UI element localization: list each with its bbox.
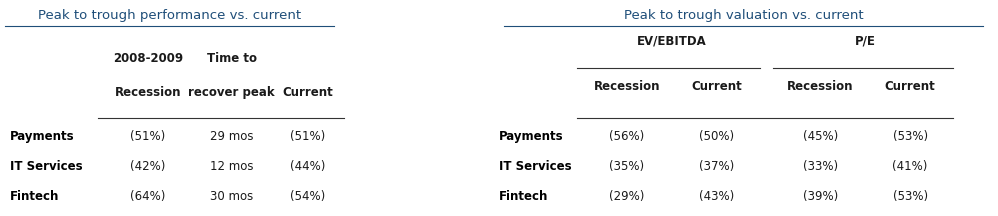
Text: (44%): (44%) — [289, 160, 325, 173]
Text: (33%): (33%) — [802, 160, 838, 173]
Text: (29%): (29%) — [609, 190, 645, 203]
Text: 29 mos: 29 mos — [210, 130, 253, 143]
Text: (45%): (45%) — [802, 130, 838, 143]
Text: 30 mos: 30 mos — [210, 190, 253, 203]
Text: (41%): (41%) — [892, 160, 928, 173]
Text: Payments: Payments — [499, 130, 564, 143]
Text: (43%): (43%) — [699, 190, 735, 203]
Text: (53%): (53%) — [892, 190, 928, 203]
Text: (35%): (35%) — [609, 160, 645, 173]
Text: Recession: Recession — [787, 80, 853, 93]
Text: recover peak: recover peak — [189, 86, 274, 99]
Text: (51%): (51%) — [130, 130, 166, 143]
Text: (39%): (39%) — [802, 190, 838, 203]
Text: IT Services: IT Services — [10, 160, 83, 173]
Text: 12 mos: 12 mos — [210, 160, 253, 173]
Text: EV/EBITDA: EV/EBITDA — [637, 35, 707, 48]
Text: Fintech: Fintech — [10, 190, 59, 203]
Text: Current: Current — [885, 80, 935, 93]
Text: 2008-2009: 2008-2009 — [113, 52, 183, 65]
Text: Current: Current — [692, 80, 742, 93]
Text: Time to: Time to — [207, 52, 256, 65]
Text: Recession: Recession — [115, 86, 181, 99]
Text: (54%): (54%) — [289, 190, 325, 203]
Text: Fintech: Fintech — [499, 190, 548, 203]
Text: Recession: Recession — [594, 80, 660, 93]
Text: IT Services: IT Services — [499, 160, 572, 173]
Text: Payments: Payments — [10, 130, 75, 143]
Text: Peak to trough valuation vs. current: Peak to trough valuation vs. current — [624, 9, 863, 22]
Text: (42%): (42%) — [130, 160, 166, 173]
Text: Peak to trough performance vs. current: Peak to trough performance vs. current — [38, 9, 301, 22]
Text: (64%): (64%) — [130, 190, 166, 203]
Text: (37%): (37%) — [699, 160, 735, 173]
Text: (50%): (50%) — [699, 130, 735, 143]
Text: Current: Current — [282, 86, 332, 99]
Text: (56%): (56%) — [609, 130, 645, 143]
Text: (53%): (53%) — [892, 130, 928, 143]
Text: P/E: P/E — [855, 35, 875, 48]
Text: (51%): (51%) — [289, 130, 325, 143]
